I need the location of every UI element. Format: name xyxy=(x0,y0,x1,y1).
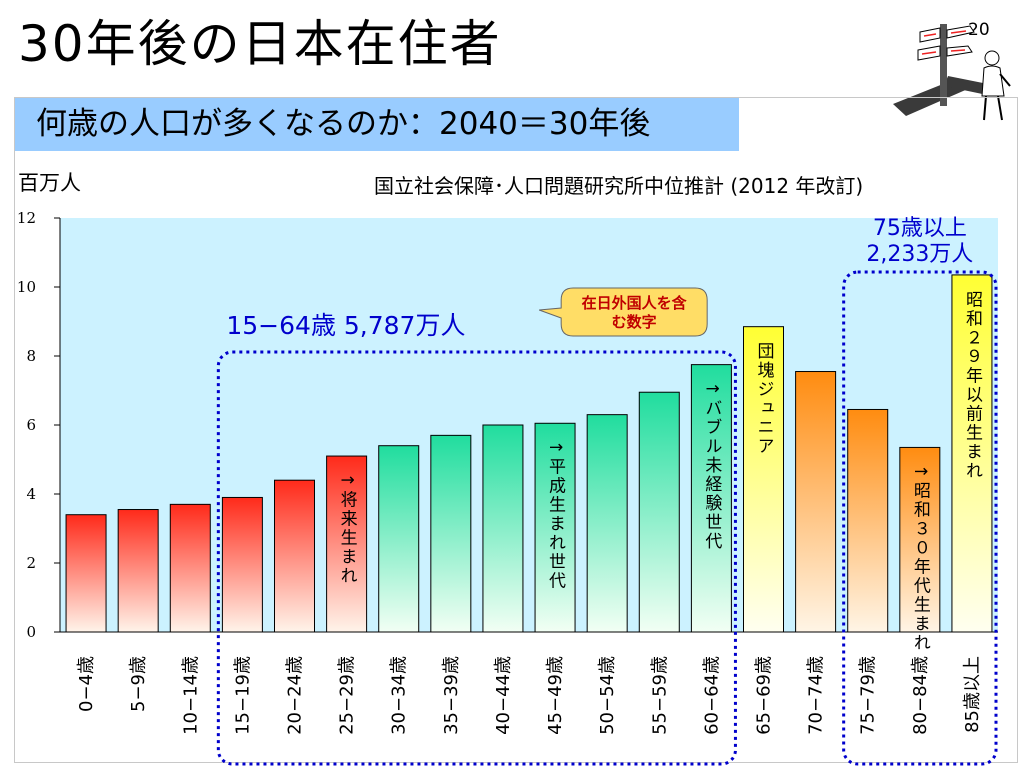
y-tick-label: 4 xyxy=(26,485,36,503)
x-tick-label: 75−79歳 xyxy=(858,656,879,735)
bar-annotation: ↑平成生まれ世代 xyxy=(545,440,566,589)
source-label: 国立社会保障･人口問題研究所中位推計 (2012 年改訂) xyxy=(374,174,864,198)
bar-5 xyxy=(326,455,368,633)
x-tick-label: 20−24歳 xyxy=(285,656,306,735)
bar-7 xyxy=(430,434,472,633)
x-tick-label: 85歳以上 xyxy=(962,656,983,733)
bar-annotation: 昭和２９年以前生まれ xyxy=(962,290,983,478)
x-tick-label: 35−39歳 xyxy=(441,656,462,735)
slide-title: 30年後の日本在住者 xyxy=(18,15,502,73)
bar-10 xyxy=(586,414,628,633)
bar-annotation: ↑昭和３０年代生まれ xyxy=(910,464,931,651)
bar-17 xyxy=(951,274,993,633)
bar-11 xyxy=(638,391,680,633)
x-tick-label: 25−29歳 xyxy=(337,656,358,735)
elderly-label: 75歳以上 xyxy=(873,216,967,241)
y-unit-label: 百万人 xyxy=(18,171,81,195)
subtitle-banner: 何歳の人口が多くなるのか：2040＝30年後 xyxy=(14,97,739,151)
signpost-person-clipart xyxy=(893,24,1011,121)
group-outline-elderly xyxy=(842,270,998,766)
x-tick-label: 15−19歳 xyxy=(232,656,253,735)
bar-13 xyxy=(743,326,784,633)
x-tick-label: 30−34歳 xyxy=(389,656,410,735)
callout-line-2: む数字 xyxy=(612,313,657,331)
x-tick-label: 10−14歳 xyxy=(180,656,201,735)
bar-annotation: ↑バブル未経験世代 xyxy=(701,382,722,550)
bar-annotation: 団塊ジュニア xyxy=(754,342,775,454)
group-outline-working_age xyxy=(216,350,737,766)
bar-16 xyxy=(899,446,941,633)
x-tick-label: 45−49歳 xyxy=(545,656,566,735)
x-tick-label: 5−9歳 xyxy=(128,656,149,712)
x-tick-label: 70−74歳 xyxy=(806,656,827,735)
bar-12 xyxy=(690,364,732,633)
x-tick-label: 0−4歳 xyxy=(76,656,97,712)
bar-14 xyxy=(795,371,837,633)
callout-box xyxy=(538,287,708,337)
subtitle: 何歳の人口が多くなるのか：2040＝30年後 xyxy=(36,106,651,142)
bar-15 xyxy=(847,408,889,633)
y-tick-label: 0 xyxy=(26,623,36,641)
y-tick-label: 10 xyxy=(17,278,36,296)
x-tick-label: 50−54歳 xyxy=(597,656,618,735)
elderly-total: 2,233万人 xyxy=(866,242,973,267)
x-tick-label: 65−69歳 xyxy=(754,656,775,735)
y-tick-label: 2 xyxy=(26,554,36,572)
x-tick-label: 60−64歳 xyxy=(701,656,722,735)
y-tick-label: 6 xyxy=(26,416,36,434)
working-age-total: 15−64歳 5,787万人 xyxy=(226,311,465,340)
bar-3 xyxy=(221,496,263,633)
bar-1 xyxy=(117,509,159,633)
x-tick-label: 40−44歳 xyxy=(493,656,514,735)
bar-2 xyxy=(169,503,211,633)
bar-9 xyxy=(534,422,576,633)
x-tick-label: 55−59歳 xyxy=(649,656,670,735)
bar-4 xyxy=(274,479,315,633)
bar-annotation: ↑将来生まれ xyxy=(337,473,358,584)
x-tick-label: 80−84歳 xyxy=(910,656,931,735)
plot-area xyxy=(60,218,998,632)
bar-0 xyxy=(65,514,107,633)
y-tick-label: 12 xyxy=(17,209,36,227)
bar-8 xyxy=(482,424,524,633)
bar-6 xyxy=(378,445,420,633)
page-number: 20 xyxy=(968,20,990,40)
y-tick-label: 8 xyxy=(26,347,36,365)
callout-line-1: 在日外国人を含 xyxy=(582,294,688,312)
